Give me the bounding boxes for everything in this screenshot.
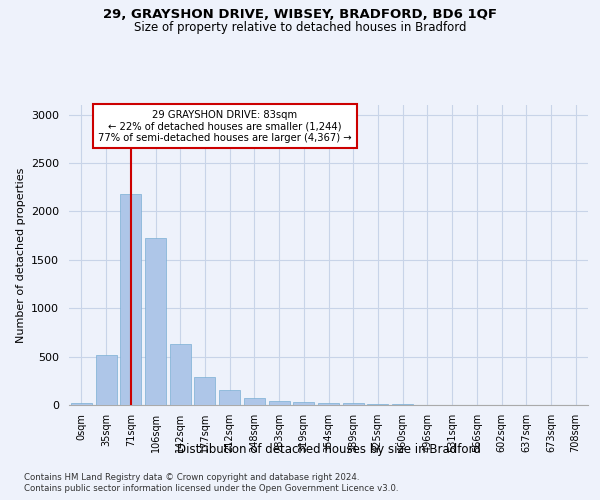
Text: Contains HM Land Registry data © Crown copyright and database right 2024.: Contains HM Land Registry data © Crown c… — [24, 472, 359, 482]
Bar — [219, 390, 240, 405]
Bar — [318, 402, 339, 405]
Text: 29, GRAYSHON DRIVE, WIBSEY, BRADFORD, BD6 1QF: 29, GRAYSHON DRIVE, WIBSEY, BRADFORD, BD… — [103, 8, 497, 20]
Text: Size of property relative to detached houses in Bradford: Size of property relative to detached ho… — [134, 21, 466, 34]
Y-axis label: Number of detached properties: Number of detached properties — [16, 168, 26, 342]
Bar — [95, 354, 116, 405]
Text: Distribution of detached houses by size in Bradford: Distribution of detached houses by size … — [177, 442, 481, 456]
Bar — [343, 403, 364, 405]
Bar — [71, 402, 92, 405]
Bar — [293, 402, 314, 405]
Bar — [120, 194, 141, 405]
Bar — [269, 400, 290, 405]
Bar — [145, 238, 166, 405]
Text: 29 GRAYSHON DRIVE: 83sqm
← 22% of detached houses are smaller (1,244)
77% of sem: 29 GRAYSHON DRIVE: 83sqm ← 22% of detach… — [98, 110, 352, 142]
Bar — [367, 404, 388, 405]
Text: Contains public sector information licensed under the Open Government Licence v3: Contains public sector information licen… — [24, 484, 398, 493]
Bar — [392, 404, 413, 405]
Bar — [194, 377, 215, 405]
Bar — [244, 398, 265, 405]
Bar — [170, 344, 191, 405]
